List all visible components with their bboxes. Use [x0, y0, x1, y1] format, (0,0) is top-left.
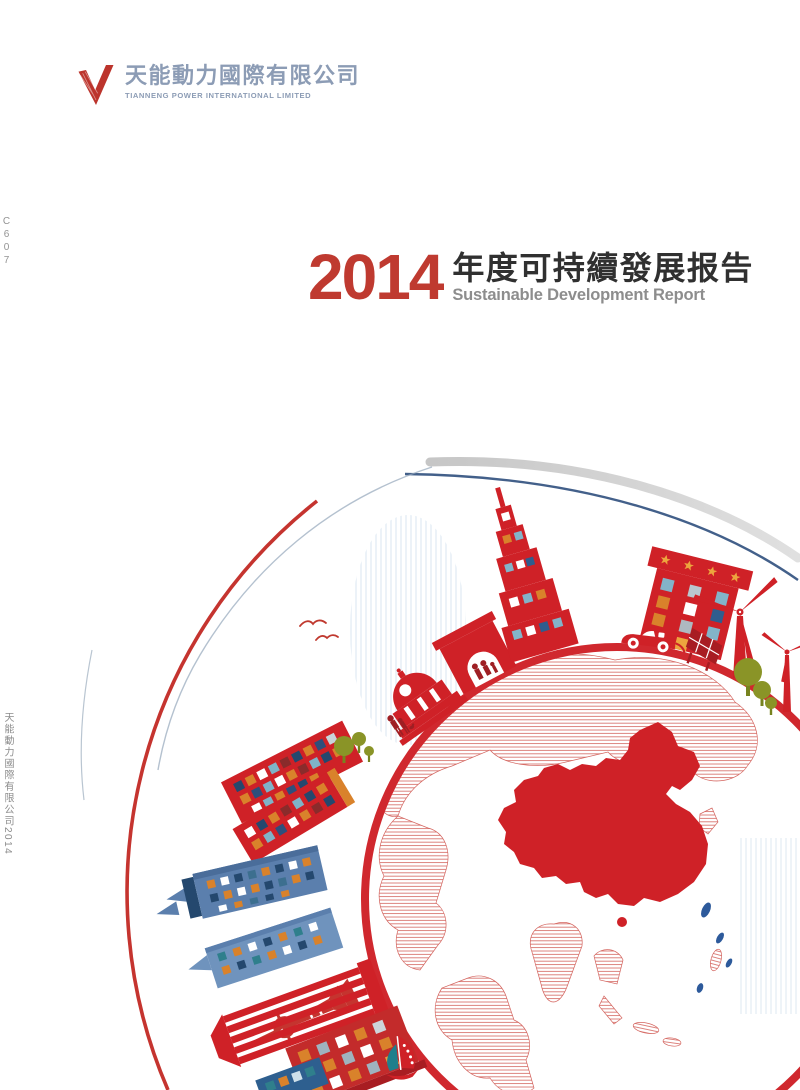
spine-title: 天能動力國際有限公司2014: [2, 712, 13, 856]
blue-islands: [696, 902, 733, 993]
trees: [334, 732, 374, 763]
globe: [361, 643, 800, 1090]
red-slab-building: [220, 720, 364, 824]
blue-tower: [188, 907, 344, 989]
report-title: 2014 年度可持續發展报告 Sustainable Development R…: [308, 241, 754, 313]
report-year: 2014: [308, 241, 444, 313]
company-name-zh: 天能動力國際有限公司: [125, 63, 361, 88]
red-slab-building: [232, 767, 356, 864]
thin-slate-arc: [157, 466, 433, 771]
cover-illustration: [80, 456, 800, 1090]
logo-v-mark-icon: [78, 65, 114, 105]
birds-icon: [299, 619, 339, 641]
people-icon: [387, 715, 415, 738]
skyscraper: [495, 486, 579, 663]
arch-building: [431, 611, 517, 695]
top-city-skyline: [387, 486, 800, 746]
faint-left-arc: [80, 649, 93, 801]
sailboat-icon: [384, 1036, 418, 1080]
trees: [734, 658, 777, 715]
left-city-skyline: [156, 720, 428, 1090]
company-name-en: TIANNENG POWER INTERNATIONAL LIMITED: [125, 91, 312, 101]
car-icon: [621, 627, 686, 653]
solar-panel-icon: [685, 627, 723, 672]
wind-turbine-icon: [761, 630, 800, 712]
globe-rim: [361, 643, 800, 1090]
report-title-en: Sustainable Development Report: [452, 286, 705, 304]
report-title-zh: 年度可持續發展报告: [452, 250, 754, 286]
blue-tower: [156, 845, 328, 919]
red-arc: [125, 499, 319, 1090]
hainan-island: [617, 917, 627, 927]
navy-arc: [404, 472, 799, 581]
small-blue-building: [255, 1057, 329, 1090]
concentric-arcs: [80, 456, 800, 1090]
spine-code: C607: [1, 216, 12, 268]
company-logo: 天能動力國際有限公司 TIANNENG POWER INTERNATIONAL …: [76, 58, 360, 108]
gray-arc: [425, 456, 800, 563]
striped-building: [210, 958, 390, 1068]
china-map: [498, 722, 708, 906]
